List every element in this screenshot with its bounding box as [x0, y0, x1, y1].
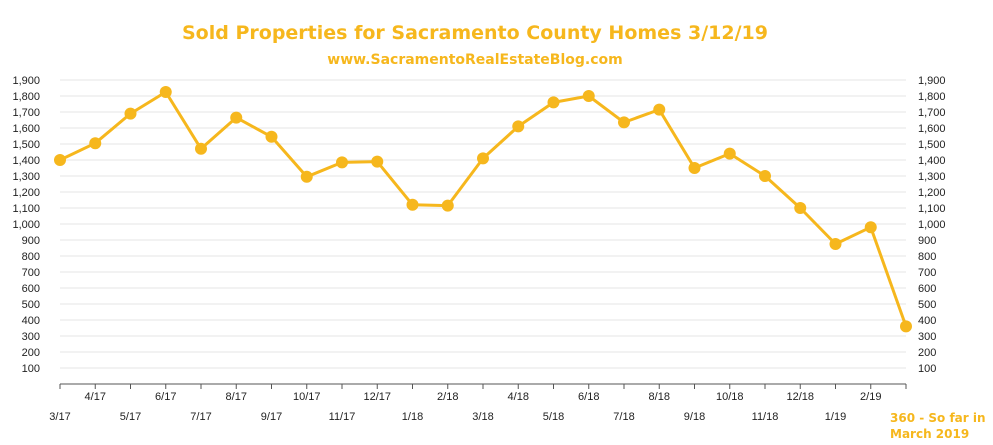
x-axis: 3/17 4/17 5/17 6/17 7/17 8/17 9/17 10/17 11/17 12…: [49, 384, 907, 423]
y-tick-label-left: 1,500: [12, 139, 40, 151]
x-tick-label: 6/18: [578, 391, 599, 403]
y-tick-label-left: 400: [22, 315, 40, 327]
y-tick-label-left: 1,100: [12, 203, 40, 215]
x-tick-label: 5/17: [120, 411, 141, 423]
x-tick-label: 3/18: [472, 411, 493, 423]
data-point: [195, 142, 207, 155]
x-tick-label: 11/18: [752, 411, 779, 423]
x-tick-label: 7/17: [190, 411, 211, 423]
data-point: [371, 155, 384, 168]
data-points: [54, 86, 912, 333]
y-tick-label-right: 700: [918, 267, 936, 279]
data-point: [582, 90, 595, 102]
data-point: [441, 199, 454, 212]
x-tick-label: 3/17: [49, 411, 70, 423]
y-tick-label-right: 1,000: [918, 219, 946, 231]
data-point: [688, 162, 701, 174]
y-tick-label-left: 1,800: [12, 91, 40, 103]
data-point: [159, 86, 172, 98]
y-tick-label-right: 1,600: [918, 123, 946, 135]
y-tick-label-left: 1,300: [12, 171, 40, 183]
data-point: [230, 111, 243, 124]
y-tick-label-left: 1,600: [12, 123, 40, 135]
data-point: [89, 137, 102, 150]
data-point: [759, 170, 771, 182]
data-point: [864, 221, 877, 234]
y-tick-label-left: 900: [22, 235, 40, 247]
gridlines: [60, 79, 906, 369]
data-point: [653, 103, 666, 116]
data-point: [265, 130, 278, 143]
y-tick-label-right: 1,300: [918, 171, 946, 183]
y-tick-label-left: 1,900: [12, 75, 40, 87]
x-tick-label: 12/17: [363, 391, 391, 403]
data-point: [547, 96, 560, 109]
x-tick-label: 11/17: [329, 411, 356, 423]
x-tick-label: 12/18: [786, 391, 814, 403]
y-axis-left: 1,900 1,800 1,700 1,600 1,500 1,400 1,300 1,200…: [12, 75, 40, 375]
y-tick-label-left: 800: [22, 251, 40, 263]
x-tick-label: 10/17: [293, 391, 321, 403]
x-tick-label: 9/17: [261, 411, 282, 423]
y-tick-label-left: 1,700: [12, 107, 40, 119]
y-axis-right: 1,900 1,800 1,700 1,600 1,500 1,400 1,300 1,200…: [918, 75, 946, 375]
y-tick-label-left: 1,400: [12, 155, 40, 167]
x-tick-label: 1/19: [825, 411, 846, 423]
x-tick-label: 1/18: [402, 411, 423, 423]
data-point: [829, 238, 842, 250]
y-tick-label-right: 1,200: [918, 187, 946, 199]
y-tick-label-right: 1,500: [918, 139, 946, 151]
y-tick-label-right: 200: [918, 347, 936, 359]
chart-title: Sold Properties for Sacramento County Ho…: [182, 22, 768, 44]
data-point: [794, 202, 807, 214]
y-tick-label-left: 100: [22, 363, 40, 375]
y-tick-label-right: 400: [918, 315, 936, 327]
y-tick-label-right: 900: [918, 235, 936, 247]
y-tick-label-right: 1,800: [918, 91, 946, 103]
x-tick-label: 6/17: [155, 391, 176, 403]
y-tick-label-left: 600: [22, 283, 40, 295]
data-point: [723, 147, 736, 160]
data-point: [54, 154, 66, 166]
y-tick-label-left: 200: [22, 347, 40, 359]
annotation-line1: 360 - So far in: [890, 411, 986, 425]
data-point: [477, 152, 489, 165]
x-tick-label: 9/18: [684, 411, 705, 423]
y-tick-label-left: 1,200: [12, 187, 40, 199]
data-point: [406, 198, 419, 211]
data-point: [900, 320, 912, 333]
x-tick-label: 4/17: [85, 391, 106, 403]
x-tick-label: 2/19: [860, 391, 881, 403]
y-tick-label-right: 800: [918, 251, 936, 263]
y-tick-label-left: 300: [22, 331, 40, 343]
annotation-line2: March 2019: [890, 427, 969, 441]
y-tick-label-right: 500: [918, 299, 936, 311]
y-tick-label-right: 1,400: [918, 155, 946, 167]
y-tick-label-right: 300: [918, 331, 936, 343]
data-point: [512, 120, 525, 133]
x-tick-label: 8/17: [226, 391, 247, 403]
y-tick-label-left: 1,000: [12, 219, 40, 231]
y-tick-label-right: 1,700: [918, 107, 946, 119]
y-tick-label-left: 500: [22, 299, 40, 311]
data-point: [618, 116, 630, 129]
data-point: [336, 156, 348, 169]
y-tick-label-left: 700: [22, 267, 40, 279]
x-tick-label: 10/18: [716, 391, 744, 403]
x-tick-label: 2/18: [437, 391, 458, 403]
x-tick-label: 4/18: [508, 391, 529, 403]
y-tick-label-right: 600: [918, 283, 936, 295]
y-tick-label-right: 1,900: [918, 75, 946, 87]
data-point: [300, 170, 313, 183]
y-tick-label-right: 100: [918, 363, 936, 375]
data-point: [124, 107, 137, 120]
x-tick-label: 8/18: [649, 391, 670, 403]
x-tick-label: 5/18: [543, 411, 564, 423]
y-tick-label-right: 1,100: [918, 203, 946, 215]
chart-subtitle: www.SacramentoRealEstateBlog.com: [327, 52, 622, 68]
series-line: [59, 90, 908, 327]
x-tick-label: 7/18: [613, 411, 634, 423]
